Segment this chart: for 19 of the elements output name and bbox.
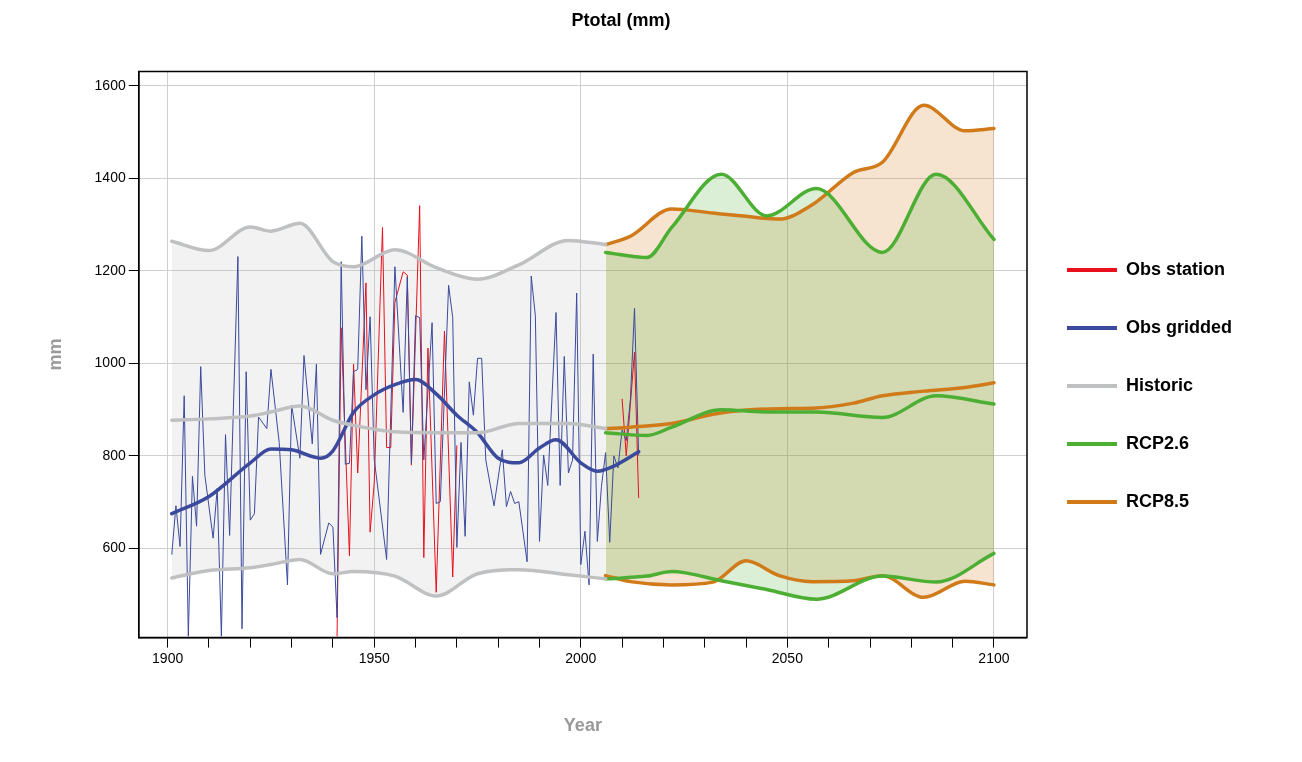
x-tick-label: 2050 — [771, 649, 804, 666]
x-tick-label: 2100 — [978, 649, 1010, 666]
x-tick-label: 1950 — [358, 649, 391, 666]
x-axis-title: Year — [563, 715, 602, 736]
legend-label: RCP2.6 — [1126, 432, 1190, 453]
y-tick-label: 600 — [102, 539, 126, 556]
legend-label: Historic — [1126, 374, 1194, 395]
y-tick-label: 1200 — [94, 261, 126, 278]
x-tick-label: 2000 — [565, 649, 597, 666]
legend-label: RCP8.5 — [1126, 490, 1190, 511]
y-tick-label: 800 — [102, 446, 126, 463]
chart-title: Ptotal (mm) — [571, 9, 671, 30]
legend-label: Obs station — [1126, 258, 1226, 279]
y-tick-label: 1000 — [94, 354, 126, 371]
y-tick-label: 1400 — [94, 169, 126, 186]
legend-label: Obs gridded — [1126, 316, 1233, 337]
y-tick-label: 1600 — [94, 76, 126, 93]
x-tick-label: 1900 — [152, 649, 184, 666]
y-axis-title: mm — [44, 338, 65, 371]
